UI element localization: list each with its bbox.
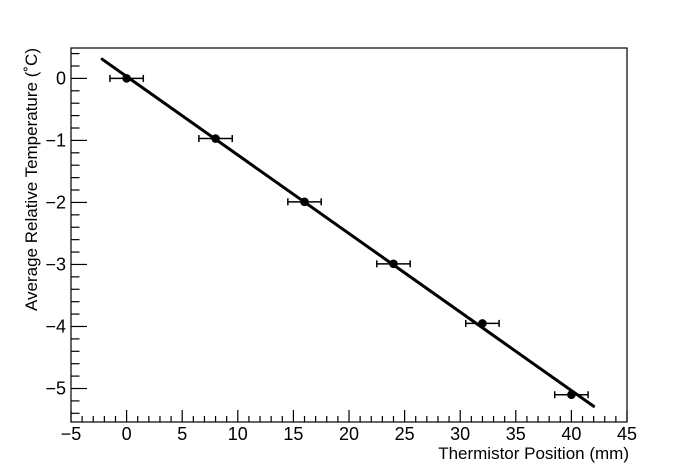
x-tick-label: 15 — [283, 424, 303, 444]
y-tick-label: −3 — [45, 254, 66, 274]
fit-line — [100, 57, 596, 408]
x-tick-label: 30 — [450, 424, 470, 444]
x-tick-label: 0 — [122, 424, 132, 444]
x-tick-label: 20 — [339, 424, 359, 444]
y-tick-label: −5 — [45, 379, 66, 399]
y-axis-tick-labels: 0 −1 −2 −3 −4 −5 — [45, 68, 66, 398]
x-tick-label: 10 — [228, 424, 248, 444]
x-tick-label: 45 — [617, 424, 637, 444]
error-bars — [109, 74, 589, 399]
x-axis-ticks — [70, 410, 628, 422]
x-tick-label: 35 — [506, 424, 526, 444]
x-axis-title: Thermistor Position (mm) — [438, 444, 629, 463]
y-tick-label: 0 — [56, 68, 66, 88]
x-axis-tick-labels: −5 0 5 10 15 20 25 30 35 40 45 — [61, 424, 637, 444]
data-point-marker — [211, 134, 220, 143]
data-point-marker — [478, 319, 487, 328]
y-axis-title: Average Relative Temperature (˚C) — [22, 48, 41, 311]
data-point-marker — [389, 259, 398, 269]
data-point-marker — [567, 390, 576, 400]
x-tick-label: 5 — [177, 424, 187, 444]
data-point-marker — [122, 74, 131, 83]
x-tick-label: −5 — [61, 424, 82, 444]
y-tick-label: −2 — [45, 192, 66, 212]
data-points — [122, 74, 576, 400]
y-axis-ticks — [71, 52, 87, 414]
y-tick-label: −4 — [45, 316, 66, 336]
data-point-marker — [300, 197, 309, 207]
x-tick-label: 40 — [561, 424, 581, 444]
x-tick-label: 25 — [395, 424, 415, 444]
y-tick-label: −1 — [45, 130, 66, 150]
linear-fit-line — [100, 57, 596, 408]
